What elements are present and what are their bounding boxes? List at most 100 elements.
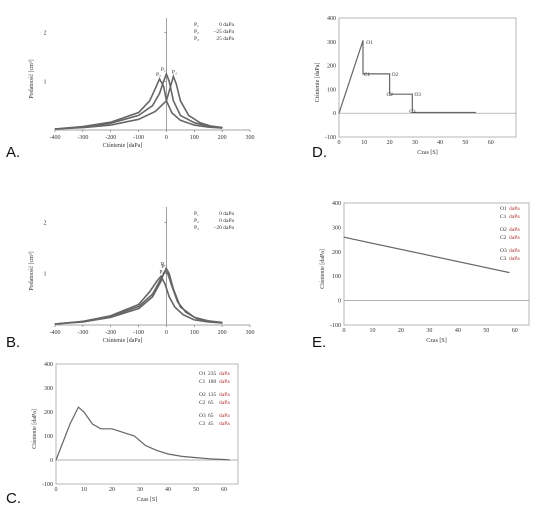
- legend-name: O2: [500, 227, 507, 233]
- legend-value: 235: [208, 371, 217, 377]
- y-tick-label: -100: [42, 482, 53, 488]
- data-point: [172, 75, 174, 77]
- data-point: [54, 128, 56, 130]
- x-tick-label: -300: [77, 135, 88, 141]
- y-tick-label: 400: [327, 16, 336, 22]
- data-point: [168, 80, 170, 82]
- legend-name: P₁: [194, 211, 199, 217]
- legend-value: 0 daPa: [219, 22, 234, 28]
- legend-name: P₃: [194, 36, 199, 42]
- x-tick-label: -400: [50, 135, 61, 141]
- data-point: [54, 323, 56, 325]
- data-point: [179, 100, 181, 102]
- x-tick-label: -200: [105, 135, 116, 141]
- data-point: [152, 296, 153, 298]
- peak-label: P₁: [161, 67, 166, 73]
- data-point: [165, 268, 167, 270]
- x-tick-label: 0: [55, 487, 58, 493]
- plot-frame: [343, 202, 530, 326]
- x-tick-label: 100: [190, 330, 199, 336]
- peak-label: P₂: [162, 264, 167, 270]
- legend-value: 0 daPa: [219, 218, 234, 224]
- data-point: [138, 114, 140, 116]
- data-point: [188, 114, 190, 116]
- series-line: [54, 71, 223, 130]
- x-tick-label: 50: [483, 328, 489, 334]
- x-axis-label: Czas [S]: [426, 338, 447, 344]
- y-tick-label: 300: [327, 40, 336, 46]
- legend-name: O3: [199, 413, 206, 419]
- series-line: [338, 40, 476, 114]
- y-tick-label: 400: [332, 201, 341, 207]
- data-point: [338, 112, 340, 114]
- x-tick-label: 20: [398, 328, 404, 334]
- data-point: [165, 100, 167, 102]
- data-point: [156, 280, 158, 282]
- legend-name: P₁: [194, 22, 199, 28]
- data-point: [221, 322, 223, 324]
- annotation-label: C1: [364, 72, 371, 78]
- data-point: [167, 273, 169, 275]
- data-point: [163, 80, 165, 82]
- legend-value: 135: [208, 392, 217, 398]
- x-tick-label: 0: [165, 330, 168, 336]
- data-point: [145, 445, 147, 447]
- x-tick-label: 50: [462, 140, 468, 146]
- data-point: [158, 78, 160, 80]
- peak-label: P₂: [156, 72, 161, 78]
- peak-label: P₃: [172, 69, 177, 75]
- annotation-label: O1: [366, 40, 373, 46]
- x-tick-label: 0: [338, 140, 341, 146]
- series-line: [343, 236, 510, 274]
- legend-name: P₃: [194, 225, 199, 231]
- panel-letter: C.: [6, 490, 21, 507]
- x-tick-label: 100: [190, 135, 199, 141]
- data-point: [91, 423, 93, 425]
- data-point: [154, 110, 156, 112]
- data-point: [110, 121, 112, 123]
- data-point: [149, 291, 151, 293]
- peak-label: P₃: [159, 269, 164, 275]
- data-point: [193, 122, 195, 124]
- data-point: [210, 125, 212, 127]
- legend-unit: daPa: [219, 421, 230, 427]
- data-point: [55, 459, 57, 461]
- y-axis-label: Ciśnienie [daPa]: [320, 249, 326, 289]
- data-point: [167, 453, 169, 455]
- panel-letter: B.: [6, 334, 20, 351]
- data-point: [160, 275, 162, 277]
- x-tick-label: 60: [488, 140, 494, 146]
- data-point: [133, 435, 135, 437]
- x-tick-label: -400: [50, 330, 61, 336]
- chart-panel-a: A. -400 -300 -200 -100 0 100 200 300 1 2 Ciśnienie …: [6, 18, 255, 161]
- data-point: [164, 283, 166, 285]
- legend-value: −20 daPa: [213, 225, 234, 231]
- panel-letter: A.: [6, 144, 20, 161]
- data-point: [110, 315, 112, 317]
- panel-letter: E.: [312, 334, 326, 351]
- x-tick-label: 60: [512, 328, 518, 334]
- x-tick-label: 300: [246, 135, 255, 141]
- data-point: [199, 122, 201, 124]
- series-line: [54, 266, 223, 325]
- data-point: [343, 236, 345, 238]
- annotation-label: C3: [409, 109, 416, 115]
- data-point: [170, 85, 172, 87]
- data-point: [171, 286, 173, 288]
- data-point: [185, 311, 187, 313]
- legend-name: O2: [199, 392, 206, 398]
- data-point: [160, 280, 162, 282]
- panel-letter: D.: [312, 144, 327, 161]
- data-point: [168, 273, 170, 275]
- data-point: [411, 93, 413, 95]
- y-tick-label: 100: [327, 87, 336, 93]
- y-tick-label: 1: [44, 272, 47, 278]
- data-point: [175, 83, 177, 85]
- y-axis-label: Podatność [cm³]: [29, 59, 35, 98]
- data-point: [156, 449, 158, 451]
- series-line: [54, 274, 223, 325]
- y-tick-label: 1: [44, 79, 47, 85]
- data-point: [193, 124, 195, 126]
